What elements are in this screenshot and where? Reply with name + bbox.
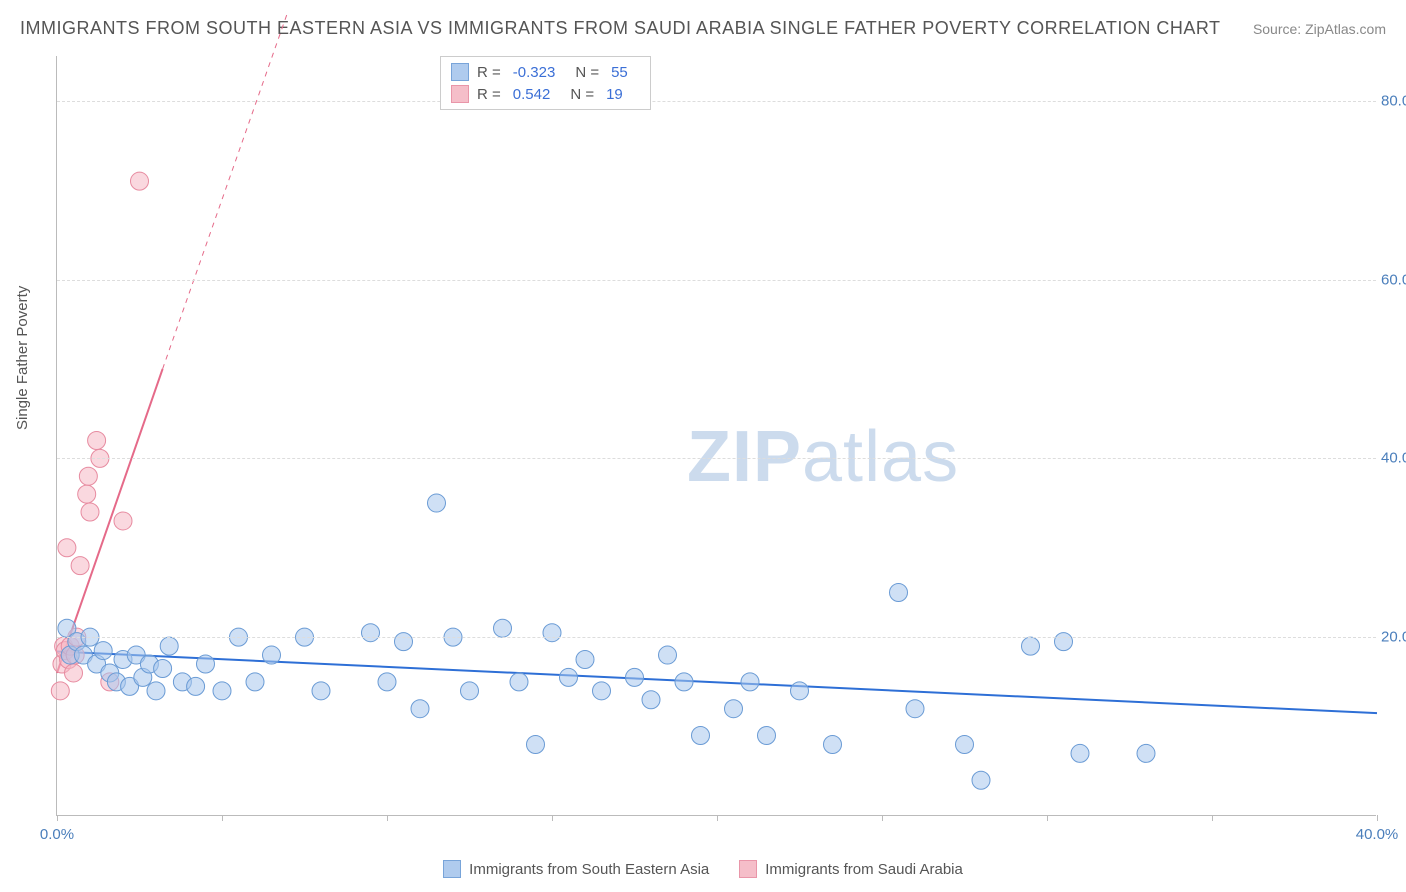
data-point <box>1055 633 1073 651</box>
data-point <box>65 664 83 682</box>
n-value-sa: 19 <box>606 86 623 103</box>
data-point <box>187 677 205 695</box>
data-point <box>395 633 413 651</box>
data-point <box>1137 744 1155 762</box>
data-point <box>972 771 990 789</box>
data-point <box>626 668 644 686</box>
data-point <box>461 682 479 700</box>
bottom-legend: Immigrants from South Eastern Asia Immig… <box>0 860 1406 878</box>
trend-line <box>163 11 288 369</box>
data-point <box>510 673 528 691</box>
legend-item-sa: Immigrants from Saudi Arabia <box>739 860 963 878</box>
data-point <box>78 485 96 503</box>
legend-label-sa: Immigrants from Saudi Arabia <box>765 861 963 878</box>
data-point <box>114 512 132 530</box>
data-point <box>94 642 112 660</box>
data-point <box>791 682 809 700</box>
x-tick <box>387 815 388 821</box>
source-attribution: Source: ZipAtlas.com <box>1253 21 1386 37</box>
data-point <box>131 172 149 190</box>
data-point <box>906 700 924 718</box>
legend-label-sea: Immigrants from South Eastern Asia <box>469 861 709 878</box>
swatch-sea <box>451 63 469 81</box>
data-point <box>543 624 561 642</box>
data-point <box>560 668 578 686</box>
data-point <box>824 735 842 753</box>
data-point <box>213 682 231 700</box>
y-tick-label: 40.0% <box>1381 450 1406 467</box>
data-point <box>160 637 178 655</box>
data-point <box>642 691 660 709</box>
data-point <box>246 673 264 691</box>
data-point <box>956 735 974 753</box>
data-point <box>1022 637 1040 655</box>
x-tick <box>222 815 223 821</box>
x-tick <box>57 815 58 821</box>
x-tick-label: 0.0% <box>40 826 74 843</box>
r-value-sa: 0.542 <box>513 86 551 103</box>
data-point <box>758 727 776 745</box>
x-tick-label: 40.0% <box>1356 826 1399 843</box>
data-point <box>576 651 594 669</box>
gridline <box>57 101 1376 102</box>
data-point <box>197 655 215 673</box>
data-point <box>58 539 76 557</box>
chart-title: IMMIGRANTS FROM SOUTH EASTERN ASIA VS IM… <box>20 18 1221 39</box>
data-point <box>263 646 281 664</box>
x-tick <box>1047 815 1048 821</box>
plot-svg <box>57 56 1376 815</box>
data-point <box>362 624 380 642</box>
swatch-sa-icon <box>739 860 757 878</box>
gridline <box>57 280 1376 281</box>
n-value-sea: 55 <box>611 64 628 81</box>
data-point <box>411 700 429 718</box>
data-point <box>51 682 69 700</box>
data-point <box>692 727 710 745</box>
data-point <box>741 673 759 691</box>
stat-row-sa: R = 0.542 N = 19 <box>451 83 640 105</box>
gridline <box>57 458 1376 459</box>
data-point <box>312 682 330 700</box>
data-point <box>378 673 396 691</box>
legend-item-sea: Immigrants from South Eastern Asia <box>443 860 709 878</box>
data-point <box>147 682 165 700</box>
stat-row-sea: R = -0.323 N = 55 <box>451 61 640 83</box>
x-tick <box>882 815 883 821</box>
data-point <box>154 659 172 677</box>
data-point <box>428 494 446 512</box>
x-tick <box>717 815 718 821</box>
r-value-sea: -0.323 <box>513 64 556 81</box>
swatch-sea-icon <box>443 860 461 878</box>
y-tick-label: 20.0% <box>1381 629 1406 646</box>
data-point <box>890 583 908 601</box>
swatch-sa <box>451 85 469 103</box>
data-point <box>675 673 693 691</box>
data-point <box>79 467 97 485</box>
data-point <box>494 619 512 637</box>
data-point <box>725 700 743 718</box>
data-point <box>659 646 677 664</box>
gridline <box>57 637 1376 638</box>
data-point <box>81 503 99 521</box>
data-point <box>1071 744 1089 762</box>
stat-legend: R = -0.323 N = 55 R = 0.542 N = 19 <box>440 56 651 110</box>
x-tick <box>552 815 553 821</box>
plot-area: ZIPatlas 20.0%40.0%60.0%80.0%0.0%40.0% <box>56 56 1376 816</box>
data-point <box>593 682 611 700</box>
x-tick <box>1212 815 1213 821</box>
x-tick <box>1377 815 1378 821</box>
data-point <box>88 431 106 449</box>
y-axis-label: Single Father Poverty <box>14 286 31 430</box>
data-point <box>527 735 545 753</box>
y-tick-label: 80.0% <box>1381 92 1406 109</box>
y-tick-label: 60.0% <box>1381 271 1406 288</box>
data-point <box>71 557 89 575</box>
